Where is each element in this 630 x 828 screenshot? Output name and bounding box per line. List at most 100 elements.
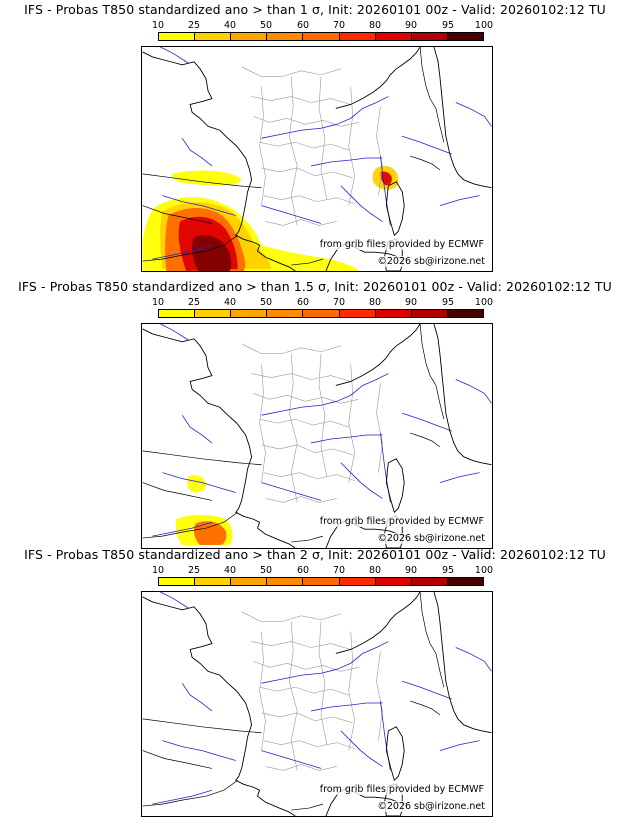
color-legend: 10 25 40 50 60 70 80 90 95 100 — [148, 565, 493, 591]
source-credit: from grib files provided by ECMWF — [317, 784, 486, 795]
admin-borders — [241, 611, 383, 771]
legend-label: 100 — [474, 565, 494, 576]
legend-swatch — [231, 310, 268, 317]
legend-label: 100 — [474, 20, 494, 31]
rivers — [152, 324, 492, 537]
country-borders — [142, 47, 445, 266]
legend-label: 95 — [441, 297, 455, 308]
probability-map: from grib files provided by ECMWF ©2026 … — [141, 323, 493, 549]
legend-label: 40 — [223, 20, 237, 31]
probability-area — [171, 170, 242, 186]
legend-label: 90 — [404, 20, 418, 31]
legend-swatch — [303, 310, 340, 317]
legend-swatch — [411, 33, 448, 40]
legend-swatch — [447, 310, 483, 317]
rivers — [152, 592, 492, 805]
legend-swatch — [447, 578, 483, 585]
legend-label: 10 — [151, 297, 165, 308]
copyright-text: ©2026 sb@irizone.net — [375, 256, 487, 267]
legend-swatch — [231, 578, 268, 585]
legend-label: 60 — [296, 565, 310, 576]
probability-area — [194, 521, 227, 546]
country-borders — [142, 592, 445, 811]
legend-swatch — [267, 310, 304, 317]
probability-blob — [194, 521, 227, 546]
map-svg — [142, 592, 492, 816]
panel-title: IFS - Probas T850 standardized ano > tha… — [24, 2, 606, 17]
legend-label: 25 — [187, 20, 201, 31]
legend-label: 40 — [223, 565, 237, 576]
legend-swatch — [195, 310, 232, 317]
legend-swatch — [375, 33, 412, 40]
coastline — [142, 592, 492, 816]
map-svg — [142, 324, 492, 548]
admin-borders — [241, 343, 383, 503]
legend-label: 95 — [441, 20, 455, 31]
legend-label: 80 — [368, 20, 382, 31]
legend-label: 70 — [332, 565, 346, 576]
legend-label: 25 — [187, 565, 201, 576]
legend-label: 90 — [404, 565, 418, 576]
corsica-outline — [385, 181, 405, 237]
probability-blob — [187, 475, 206, 493]
legend-swatch — [375, 578, 412, 585]
legend-label: 25 — [187, 297, 201, 308]
panel-3: IFS - Probas T850 standardized ano > tha… — [0, 545, 630, 819]
legend-label: 70 — [332, 20, 346, 31]
legend-swatch — [303, 578, 340, 585]
legend-label: 95 — [441, 565, 455, 576]
legend-swatch — [375, 310, 412, 317]
legend-swatch — [339, 310, 376, 317]
country-borders — [142, 324, 445, 543]
legend-swatch — [159, 310, 196, 317]
legend-swatch — [231, 33, 268, 40]
coastline — [142, 47, 492, 271]
legend-label: 10 — [151, 565, 165, 576]
panel-1: IFS - Probas T850 standardized ano > tha… — [0, 0, 630, 274]
legend-color-bar — [158, 309, 484, 318]
probability-blob — [192, 235, 232, 271]
panel-title: IFS - Probas T850 standardized ano > tha… — [18, 279, 612, 294]
corsica-outline — [385, 726, 405, 782]
color-legend: 10 25 40 50 60 70 80 90 95 100 — [148, 20, 493, 46]
color-legend: 10 25 40 50 60 70 80 90 95 100 — [148, 297, 493, 323]
probability-map: from grib files provided by ECMWF ©2026 … — [141, 46, 493, 272]
map-svg — [142, 47, 492, 271]
panel-title: IFS - Probas T850 standardized ano > tha… — [24, 547, 606, 562]
legend-color-bar — [158, 577, 484, 586]
legend-swatch — [159, 33, 196, 40]
legend-swatch — [339, 33, 376, 40]
legend-swatch — [447, 33, 483, 40]
legend-label: 40 — [223, 297, 237, 308]
probability-area — [187, 475, 206, 493]
admin-borders — [241, 66, 383, 226]
legend-label: 50 — [259, 20, 273, 31]
coastline — [142, 324, 492, 548]
probability-map: from grib files provided by ECMWF ©2026 … — [141, 591, 493, 817]
legend-label: 100 — [474, 297, 494, 308]
legend-label: 80 — [368, 297, 382, 308]
legend-label: 90 — [404, 297, 418, 308]
source-credit: from grib files provided by ECMWF — [317, 516, 486, 527]
corsica-outline — [385, 458, 405, 514]
legend-swatch — [411, 310, 448, 317]
rivers — [152, 47, 492, 260]
legend-swatch — [339, 578, 376, 585]
legend-label: 50 — [259, 565, 273, 576]
copyright-text: ©2026 sb@irizone.net — [375, 801, 487, 812]
panel-2: IFS - Probas T850 standardized ano > tha… — [0, 277, 630, 551]
legend-swatch — [303, 33, 340, 40]
legend-swatch — [195, 33, 232, 40]
legend-label: 10 — [151, 20, 165, 31]
legend-swatch — [411, 578, 448, 585]
legend-label: 50 — [259, 297, 273, 308]
legend-swatch — [195, 578, 232, 585]
legend-label: 70 — [332, 297, 346, 308]
probability-blob — [171, 170, 242, 186]
legend-swatch — [159, 578, 196, 585]
probability-area — [192, 235, 232, 271]
legend-label: 60 — [296, 297, 310, 308]
legend-swatch — [267, 33, 304, 40]
legend-label: 60 — [296, 20, 310, 31]
legend-color-bar — [158, 32, 484, 41]
